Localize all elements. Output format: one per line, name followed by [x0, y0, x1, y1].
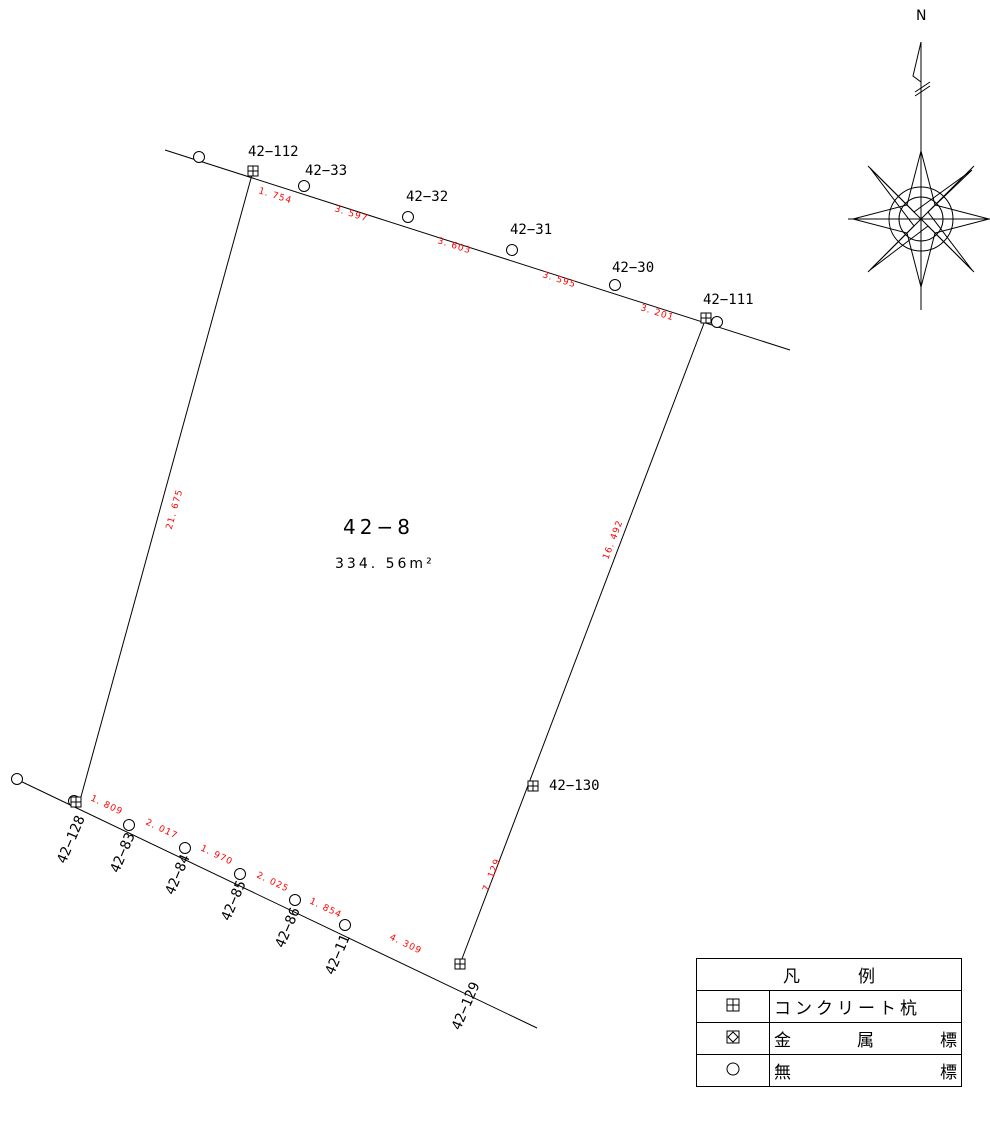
no-marker-icon: [123, 819, 135, 831]
point-label: 42−130: [549, 778, 600, 794]
survey-point-p31: [506, 244, 518, 256]
top-boundary-line: [164, 149, 791, 351]
no-marker-icon: [11, 773, 23, 785]
point-label: 42−128: [54, 813, 88, 866]
survey-point-p128: [68, 795, 82, 808]
no-marker-icon: [289, 894, 301, 906]
point-label: 42−112: [248, 144, 299, 160]
boundary-lines: [15, 149, 791, 1029]
legend-label-concrete: コンクリート杭: [769, 990, 962, 1023]
point-label: 42−85: [218, 878, 249, 923]
no-marker-icon: [298, 180, 310, 192]
lot-area: 334. 56m²: [335, 556, 435, 572]
survey-point-p86: [289, 894, 301, 906]
point-label: 42−111: [703, 292, 754, 308]
legend-label-metal: 金 属 標: [769, 1022, 962, 1055]
distance-label: 3. 603: [436, 236, 472, 256]
distance-label: 3. 597: [333, 204, 369, 224]
survey-points: [11, 151, 723, 970]
no-marker-icon: [609, 279, 621, 291]
north-label: N: [916, 8, 926, 24]
legend-row-concrete: コンクリート杭: [696, 990, 962, 1023]
survey-point-p-sw-ext: [11, 773, 23, 785]
survey-point-p84: [179, 842, 191, 854]
point-label: 42−129: [449, 980, 483, 1033]
survey-point-p112: [247, 165, 259, 177]
distance-label: 7. 129: [481, 857, 503, 893]
bottom-boundary-line: [15, 778, 538, 1029]
no-marker-icon: [339, 919, 351, 931]
concrete-pile-icon: [454, 958, 466, 970]
legend-label-text: コンクリート杭: [774, 999, 921, 1019]
point-label: 42−84: [162, 852, 193, 897]
point-labels: 42−112 42−33 42−32 42−31 42−30 42−111 42…: [54, 144, 753, 1033]
point-label: 42−31: [510, 222, 552, 238]
survey-point-p30: [609, 279, 621, 291]
no-marker-icon: [696, 1054, 770, 1087]
survey-point-p-nw-ext: [193, 151, 205, 163]
legend-title-right: 例: [858, 967, 875, 987]
survey-point-p129: [454, 958, 466, 970]
distance-label: 3. 595: [541, 270, 577, 290]
point-label: 42−33: [305, 163, 347, 179]
distance-label: 4. 309: [388, 933, 424, 957]
no-marker-icon: [179, 842, 191, 854]
lot-number: 42−8: [343, 515, 414, 539]
east-boundary-line: [459, 317, 707, 965]
legend-title-left: 凡: [783, 967, 800, 987]
legend-row-none: 無 標: [696, 1054, 962, 1087]
no-marker-icon: [234, 868, 246, 880]
point-label: 42−86: [272, 905, 303, 950]
point-label: 42−11: [322, 932, 353, 977]
legend-char: 標: [940, 1031, 957, 1051]
no-marker-icon: [402, 211, 414, 223]
legend-row-metal: 金 属 標: [696, 1022, 962, 1055]
point-label: 42−30: [612, 260, 654, 276]
legend-char: 金: [774, 1031, 791, 1051]
survey-point-p32: [402, 211, 414, 223]
concrete-pile-icon: [247, 165, 259, 177]
distance-label: 2. 025: [255, 871, 291, 895]
no-marker-icon: [506, 244, 518, 256]
concrete-pile-icon: [70, 796, 82, 808]
point-label: 42−83: [107, 830, 138, 875]
distance-label: 3. 201: [639, 303, 675, 323]
survey-point-p11: [339, 919, 351, 931]
west-boundary-line: [78, 170, 254, 805]
legend-label-none: 無 標: [769, 1054, 962, 1087]
point-label: 42−32: [406, 189, 448, 205]
concrete-pile-icon: [700, 312, 712, 324]
distance-label: 1. 970: [199, 844, 235, 868]
no-marker-icon: [711, 316, 723, 328]
distance-label: 2. 017: [144, 818, 180, 842]
survey-point-p111: [700, 312, 723, 328]
north-arrow-icon: N: [848, 8, 990, 310]
legend-table: 凡 例 コンクリート杭 金 属 標 無: [696, 958, 962, 1087]
concrete-pile-icon: [527, 780, 539, 792]
survey-point-p85: [234, 868, 246, 880]
no-marker-icon: [193, 151, 205, 163]
concrete-pile-icon: [696, 990, 770, 1023]
metal-marker-icon: [696, 1022, 770, 1055]
legend-char: 標: [940, 1063, 957, 1083]
distance-label: 1. 809: [89, 794, 125, 818]
survey-point-p33: [298, 180, 310, 192]
survey-point-p130: [527, 780, 539, 792]
legend-title: 凡 例: [696, 958, 962, 991]
legend-char: 無: [774, 1063, 791, 1083]
survey-point-p83: [123, 819, 135, 831]
distance-label: 21. 675: [165, 488, 186, 531]
legend-char: 属: [857, 1031, 874, 1051]
distance-label: 1. 854: [308, 897, 344, 921]
